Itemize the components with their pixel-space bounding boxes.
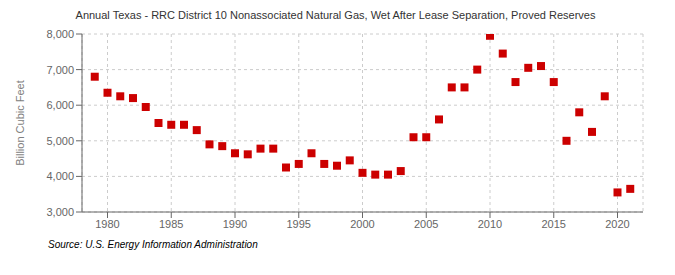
svg-text:1980: 1980 <box>95 218 119 230</box>
svg-text:Billion Cubic Feet: Billion Cubic Feet <box>14 80 26 166</box>
svg-text:1985: 1985 <box>159 218 183 230</box>
html-text:Annual Texas - RRC District 10: Annual Texas - RRC District 10 Nonassoci… <box>75 9 596 21</box>
svg-text:7,000: 7,000 <box>46 64 74 76</box>
svg-text:5,000: 5,000 <box>46 135 74 147</box>
svg-text:2000: 2000 <box>350 218 374 230</box>
svg-text:8,000: 8,000 <box>46 28 74 40</box>
svg-text:1990: 1990 <box>223 218 247 230</box>
html-text:Source: U.S. Energy Informatio: Source: U.S. Energy Information Administ… <box>48 239 258 250</box>
svg-text:2015: 2015 <box>542 218 566 230</box>
svg-text:4,000: 4,000 <box>46 170 74 182</box>
svg-text:2020: 2020 <box>605 218 629 230</box>
svg-text:6,000: 6,000 <box>46 99 74 111</box>
svg-text:3,000: 3,000 <box>46 206 74 218</box>
svg-text:2010: 2010 <box>478 218 502 230</box>
svg-text:1995: 1995 <box>287 218 311 230</box>
svg-text:2005: 2005 <box>414 218 438 230</box>
